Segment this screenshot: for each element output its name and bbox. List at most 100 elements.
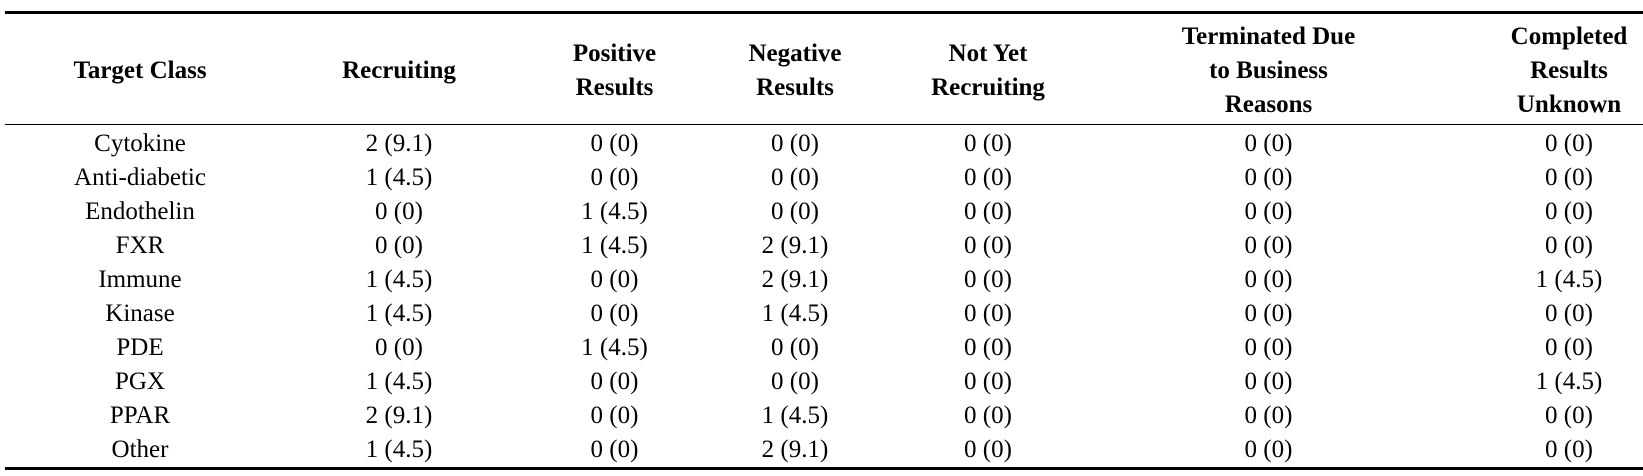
cell-target-class: Anti-diabetic xyxy=(74,164,206,191)
header-line: Reasons xyxy=(1224,91,1313,118)
table-row: Anti-diabetic 1 (4.5) 0 (0) 0 (0) 0 (0) 0 (0)… xyxy=(5,161,1643,195)
cell-positive-results: 0 (0) xyxy=(590,368,639,395)
cell-recruiting: 1 (4.5) xyxy=(365,266,433,293)
trial-status-table-container: Target Class Recruiting Positive Results… xyxy=(5,11,1643,470)
cell-negative-results: 1 (4.5) xyxy=(761,300,829,327)
header-line: Unknown xyxy=(1516,91,1622,118)
cell-negative-results: 2 (9.1) xyxy=(761,266,829,293)
cell-target-class: PPAR xyxy=(109,402,171,429)
cell-completed-results-unknown: 0 (0) xyxy=(1545,334,1593,361)
cell-positive-results: 1 (4.5) xyxy=(581,198,648,225)
cell-recruiting: 0 (0) xyxy=(375,232,423,259)
cell-completed-results-unknown: 0 (0) xyxy=(1545,300,1593,327)
header-line: Results xyxy=(756,74,834,101)
table-row: FXR 0 (0) 1 (4.5) 2 (9.1) 0 (0) 0 (0) 0 (0) xyxy=(5,229,1643,263)
table-row: PPAR 2 (9.1) 0 (0) 1 (4.5) 0 (0) 0 (0) 0 (0) xyxy=(5,399,1643,433)
cell-positive-results: 1 (4.5) xyxy=(581,334,648,361)
cell-not-yet-recruiting: 0 (0) xyxy=(964,164,1012,191)
cell-not-yet-recruiting: 0 (0) xyxy=(964,334,1012,361)
cell-not-yet-recruiting: 0 (0) xyxy=(964,266,1012,293)
cell-terminated-business: 0 (0) xyxy=(1244,198,1293,225)
cell-target-class: FXR xyxy=(115,232,165,259)
cell-recruiting: 2 (9.1) xyxy=(365,402,433,429)
header-completed-results-unknown: Completed Results Unknown xyxy=(1445,13,1643,125)
table-row: PGX 1 (4.5) 0 (0) 0 (0) 0 (0) 0 (0) 1 (4.5) xyxy=(5,365,1643,399)
cell-recruiting: 0 (0) xyxy=(375,198,423,225)
cell-terminated-business: 0 (0) xyxy=(1244,130,1293,157)
cell-completed-results-unknown: 0 (0) xyxy=(1545,130,1593,157)
cell-not-yet-recruiting: 0 (0) xyxy=(964,232,1012,259)
cell-completed-results-unknown: 0 (0) xyxy=(1545,232,1593,259)
table-row: Cytokine 2 (9.1) 0 (0) 0 (0) 0 (0) 0 (0) 0 (0) xyxy=(5,125,1643,162)
header-negative-results: Negative Results xyxy=(706,13,884,125)
header-line: Not Yet xyxy=(948,40,1028,67)
cell-terminated-business: 0 (0) xyxy=(1244,300,1293,327)
header-line: Target Class xyxy=(73,57,207,84)
cell-terminated-business: 0 (0) xyxy=(1244,368,1293,395)
cell-not-yet-recruiting: 0 (0) xyxy=(964,198,1012,225)
header-line: Recruiting xyxy=(931,74,1045,101)
cell-target-class: PGX xyxy=(114,368,165,395)
cell-negative-results: 2 (9.1) xyxy=(761,232,829,259)
cell-negative-results: 0 (0) xyxy=(771,334,819,361)
table-body: Cytokine 2 (9.1) 0 (0) 0 (0) 0 (0) 0 (0) 0 (0)… xyxy=(5,125,1643,469)
cell-negative-results: 1 (4.5) xyxy=(761,402,829,429)
header-line: to Business xyxy=(1209,57,1328,84)
cell-terminated-business: 0 (0) xyxy=(1244,266,1293,293)
cell-recruiting: 0 (0) xyxy=(375,334,423,361)
cell-recruiting: 1 (4.5) xyxy=(365,368,433,395)
cell-positive-results: 0 (0) xyxy=(590,164,639,191)
cell-negative-results: 0 (0) xyxy=(771,198,819,225)
cell-positive-results: 0 (0) xyxy=(590,402,639,429)
cell-terminated-business: 0 (0) xyxy=(1244,436,1293,463)
header-row: Target Class Recruiting Positive Results… xyxy=(5,12,1643,125)
table-row: Immune 1 (4.5) 0 (0) 2 (9.1) 0 (0) 0 (0) 1 (4.… xyxy=(5,263,1643,297)
cell-recruiting: 1 (4.5) xyxy=(365,164,433,191)
cell-negative-results: 0 (0) xyxy=(771,130,819,157)
table-row: PDE 0 (0) 1 (4.5) 0 (0) 0 (0) 0 (0) 0 (0) xyxy=(5,331,1643,365)
cell-not-yet-recruiting: 0 (0) xyxy=(964,368,1012,395)
cell-recruiting: 1 (4.5) xyxy=(365,300,433,327)
cell-terminated-business: 0 (0) xyxy=(1244,334,1293,361)
cell-terminated-business: 0 (0) xyxy=(1244,164,1293,191)
cell-completed-results-unknown: 1 (4.5) xyxy=(1535,266,1603,293)
cell-target-class: Other xyxy=(111,436,169,463)
table-row: Other 1 (4.5) 0 (0) 2 (9.1) 0 (0) 0 (0) 0 (0) xyxy=(5,433,1643,469)
header-terminated-business: Terminated Due to Business Reasons xyxy=(1092,13,1445,125)
cell-completed-results-unknown: 0 (0) xyxy=(1545,436,1593,463)
cell-positive-results: 0 (0) xyxy=(590,130,639,157)
cell-target-class: Endothelin xyxy=(85,198,195,225)
header-target-class: Target Class xyxy=(5,13,275,125)
cell-completed-results-unknown: 0 (0) xyxy=(1545,402,1593,429)
table-header: Target Class Recruiting Positive Results… xyxy=(5,12,1643,125)
cell-not-yet-recruiting: 0 (0) xyxy=(964,436,1012,463)
cell-not-yet-recruiting: 0 (0) xyxy=(964,130,1012,157)
table-row: Endothelin 0 (0) 1 (4.5) 0 (0) 0 (0) 0 (0) 0 (… xyxy=(5,195,1643,229)
cell-target-class: Kinase xyxy=(105,300,175,327)
cell-target-class: PDE xyxy=(116,334,164,361)
header-line: Results xyxy=(575,74,654,101)
cell-negative-results: 2 (9.1) xyxy=(761,436,829,463)
cell-terminated-business: 0 (0) xyxy=(1244,402,1293,429)
cell-positive-results: 0 (0) xyxy=(590,300,639,327)
header-line: Terminated Due xyxy=(1181,23,1356,50)
header-positive-results: Positive Results xyxy=(523,13,706,125)
cell-negative-results: 0 (0) xyxy=(771,164,819,191)
cell-target-class: Cytokine xyxy=(94,130,186,157)
trial-status-table: Target Class Recruiting Positive Results… xyxy=(5,11,1643,470)
header-line: Positive xyxy=(572,40,657,67)
cell-recruiting: 1 (4.5) xyxy=(365,436,433,463)
cell-not-yet-recruiting: 0 (0) xyxy=(964,300,1012,327)
header-line: Negative xyxy=(748,40,842,67)
header-not-yet-recruiting: Not Yet Recruiting xyxy=(884,13,1092,125)
cell-not-yet-recruiting: 0 (0) xyxy=(964,402,1012,429)
cell-positive-results: 1 (4.5) xyxy=(581,232,648,259)
cell-terminated-business: 0 (0) xyxy=(1244,232,1293,259)
table-row: Kinase 1 (4.5) 0 (0) 1 (4.5) 0 (0) 0 (0) 0 (0) xyxy=(5,297,1643,331)
cell-completed-results-unknown: 0 (0) xyxy=(1545,198,1593,225)
cell-negative-results: 0 (0) xyxy=(771,368,819,395)
header-line: Results xyxy=(1530,57,1608,84)
cell-completed-results-unknown: 1 (4.5) xyxy=(1535,368,1603,395)
header-line: Recruiting xyxy=(342,57,456,84)
cell-positive-results: 0 (0) xyxy=(590,266,639,293)
